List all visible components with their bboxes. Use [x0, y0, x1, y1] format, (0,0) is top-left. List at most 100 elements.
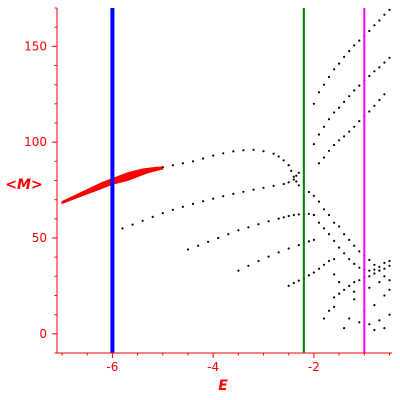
data-point: [358, 120, 361, 123]
data-point: [131, 223, 134, 226]
data-point: [388, 264, 391, 267]
data-point: [322, 125, 326, 128]
data-point: [151, 215, 154, 218]
x-tick-label: -6: [106, 360, 118, 374]
data-point: [322, 317, 326, 320]
data-point: [287, 284, 290, 287]
data-point: [252, 188, 255, 191]
x-tick-label: -2: [308, 360, 320, 374]
data-point: [207, 240, 210, 243]
data-point: [338, 225, 341, 228]
data-point: [186, 248, 190, 251]
data-point: [358, 279, 361, 282]
data-point: [373, 70, 376, 73]
data-point: [333, 273, 336, 276]
data-point: [338, 106, 341, 109]
data-point: [297, 184, 300, 187]
data-point: [368, 258, 371, 262]
data-point: [378, 19, 381, 22]
data-point: [317, 133, 321, 136]
data-point: [333, 305, 336, 309]
data-point: [287, 181, 290, 184]
data-point: [267, 255, 270, 258]
data-point: [322, 227, 326, 230]
data-point: [181, 205, 184, 208]
data-point: [373, 24, 376, 27]
data-point: [353, 262, 356, 265]
y-tick-label: 100: [24, 135, 47, 149]
data-point: [267, 220, 270, 223]
data-point: [290, 169, 293, 172]
data-point: [383, 294, 386, 297]
data-point: [348, 238, 351, 241]
data-point: [327, 233, 331, 236]
data-point: [307, 240, 310, 243]
data-point: [247, 264, 250, 267]
data-point: [373, 328, 376, 332]
data-point: [327, 118, 331, 121]
data-point: [292, 213, 295, 217]
data-point: [333, 296, 336, 299]
data-point: [383, 261, 386, 264]
data-point: [353, 244, 356, 247]
data-point: [181, 162, 184, 165]
data-point: [287, 214, 290, 218]
data-point: [317, 162, 321, 165]
data-point: [333, 143, 336, 147]
data-point: [338, 281, 341, 284]
data-point: [378, 319, 381, 322]
data-point: [292, 175, 295, 178]
data-point: [348, 130, 351, 133]
data-point: [312, 194, 315, 197]
data-point: [217, 236, 220, 240]
y-tick-label: 50: [32, 231, 47, 245]
data-point: [312, 213, 315, 217]
data-point: [307, 212, 310, 215]
data-point: [343, 55, 346, 59]
data-point: [297, 244, 300, 247]
data-point: [373, 268, 376, 271]
data-point: [383, 327, 386, 330]
data-point: [327, 309, 331, 312]
data-point: [312, 102, 315, 105]
data-point: [383, 13, 386, 16]
data-point: [388, 259, 391, 263]
data-point: [232, 150, 235, 153]
points-layer: [121, 8, 391, 332]
data-point: [343, 252, 346, 255]
data-point: [202, 157, 205, 160]
data-point: [292, 178, 295, 181]
data-point: [343, 233, 346, 236]
data-point: [191, 160, 195, 163]
data-point: [333, 258, 336, 261]
data-point: [378, 265, 381, 268]
data-point: [312, 271, 315, 274]
data-point: [383, 267, 386, 270]
ticks-layer: -6 -4 -2 0 50 100 150: [24, 7, 390, 374]
data-point: [307, 274, 310, 277]
data-point: [292, 281, 295, 285]
data-point: [383, 61, 386, 64]
data-point: [227, 233, 230, 236]
data-point: [191, 202, 195, 205]
data-point: [348, 50, 351, 53]
data-point: [378, 66, 381, 69]
data-point: [388, 288, 391, 291]
data-point: [358, 39, 361, 42]
data-point: [262, 186, 265, 189]
data-point: [282, 182, 285, 186]
data-point: [358, 84, 361, 87]
data-point: [322, 156, 326, 159]
data-point: [171, 164, 174, 167]
data-point: [343, 327, 346, 330]
data-point: [388, 313, 391, 316]
data-point: [338, 139, 341, 142]
data-point: [348, 95, 351, 98]
data-point: [327, 213, 331, 217]
data-point: [277, 217, 280, 220]
data-point: [212, 197, 215, 200]
data-point: [287, 164, 290, 167]
data-point: [368, 323, 371, 326]
data-point: [383, 275, 386, 278]
